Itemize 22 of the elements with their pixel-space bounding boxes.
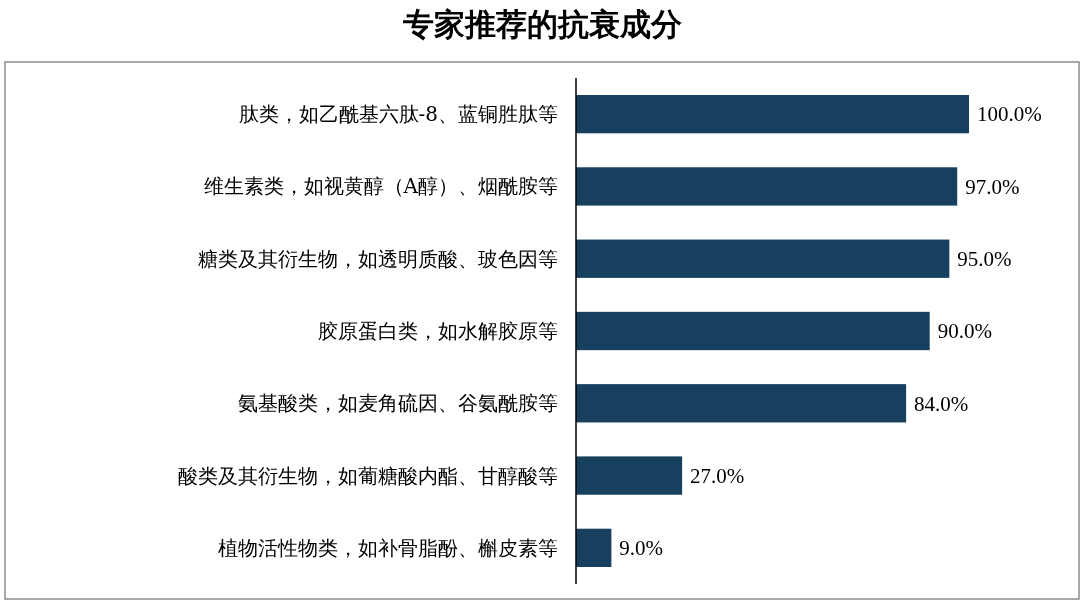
bar [576, 94, 969, 134]
data-label: 27.0% [690, 463, 745, 488]
y-tick-label: 胶原蛋白类，如水解胶原等 [318, 319, 558, 343]
y-tick-label: 维生素类，如视黄醇（A醇）、烟酰胺等 [203, 174, 558, 199]
y-tick-label: 氨基酸类，如麦角硫因、谷氨酰胺等 [238, 391, 558, 416]
data-label: 100.0% [977, 102, 1042, 127]
data-label: 97.0% [965, 174, 1020, 199]
y-tick-label: 酸类及其衍生物，如葡糖酸内酯、甘醇酸等 [178, 463, 558, 488]
bar [576, 384, 907, 423]
bar [576, 456, 683, 495]
y-tick-label: 植物活性物类，如补骨脂酚、槲皮素等 [218, 535, 558, 560]
bar [576, 239, 950, 278]
bar [576, 167, 958, 206]
chart-title: 专家推荐的抗衰成分 [401, 5, 682, 42]
y-tick-label: 糖类及其衍生物，如透明质酸、玻色因等 [198, 246, 558, 271]
data-label: 90.0% [937, 319, 992, 344]
bar [576, 311, 930, 351]
bar [576, 528, 612, 568]
data-label: 9.0% [619, 536, 664, 561]
data-label: 95.0% [957, 247, 1012, 272]
y-tick-label: 肽类，如乙酰基六肽-8、蓝铜胜肽等 [238, 102, 558, 127]
data-label: 84.0% [914, 391, 969, 416]
